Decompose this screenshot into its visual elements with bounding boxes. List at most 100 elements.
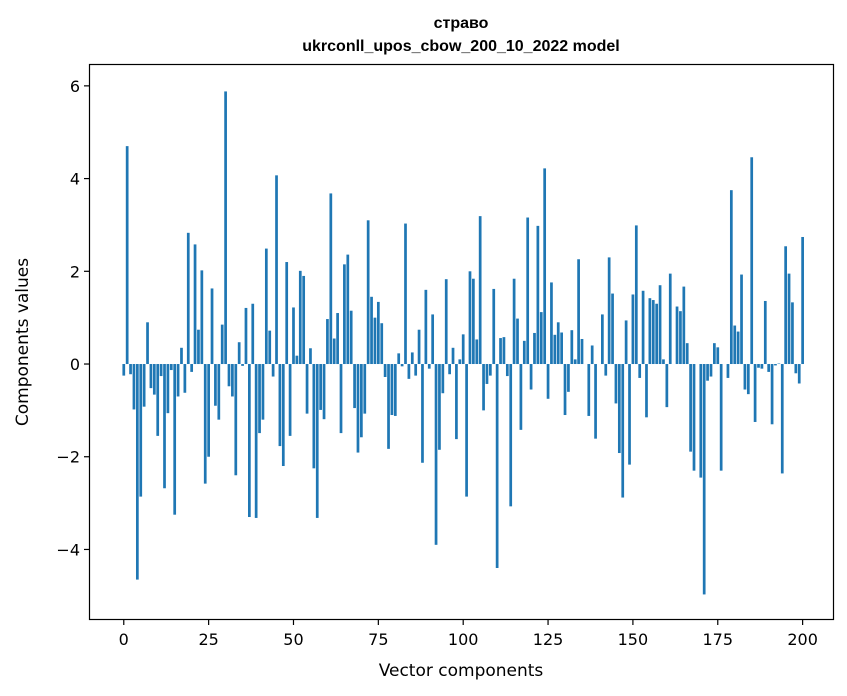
bar (601, 314, 604, 365)
x-axis-ticks: 0 25 50 75 100 125 150 175 200 (119, 619, 818, 649)
bar (244, 307, 248, 365)
bar (393, 364, 397, 416)
bar (577, 259, 580, 365)
y-tick-label: −2 (56, 448, 80, 467)
bar (692, 364, 696, 471)
bar (210, 288, 214, 365)
bar (227, 364, 231, 387)
bar (791, 302, 794, 365)
bar (193, 244, 197, 365)
bar (326, 319, 329, 365)
bar (580, 338, 584, 365)
bar (217, 364, 221, 420)
bar (638, 364, 642, 378)
bar (220, 324, 224, 365)
bar (281, 364, 285, 467)
bar (631, 294, 635, 365)
bar (363, 364, 367, 414)
bar (529, 364, 533, 390)
bar (780, 364, 784, 474)
bar (455, 364, 458, 440)
bar (567, 364, 570, 392)
bar (275, 175, 278, 365)
bar (322, 364, 326, 420)
y-tick-label: 2 (70, 262, 80, 281)
bar (339, 364, 343, 434)
bar (746, 364, 750, 395)
bar (241, 364, 244, 366)
bar (716, 347, 720, 365)
bar (149, 364, 153, 389)
bar (434, 364, 438, 545)
bar (129, 364, 132, 375)
bar (563, 364, 567, 416)
bar (332, 338, 336, 365)
bar (560, 332, 563, 365)
bar (658, 285, 662, 365)
bar (655, 303, 659, 365)
bar (370, 296, 373, 365)
y-tick-label: 4 (70, 170, 80, 189)
bar (512, 278, 516, 365)
bar (614, 364, 618, 404)
bar (251, 303, 255, 365)
bar (197, 329, 200, 365)
bar (645, 364, 648, 418)
x-tick-label: 150 (618, 630, 649, 649)
bar (224, 91, 227, 365)
bar (488, 364, 492, 376)
bar (590, 345, 594, 365)
bar (231, 364, 234, 397)
x-tick-label: 25 (198, 630, 218, 649)
bar (502, 337, 506, 365)
bar (264, 248, 268, 365)
bar (163, 364, 166, 489)
bar (387, 364, 390, 449)
chart-title-line-2: ukrconll_upos_cbow_200_10_2022 model (302, 38, 619, 55)
bar (336, 313, 339, 365)
bar (376, 301, 380, 365)
bar (546, 364, 550, 399)
bar (186, 232, 190, 365)
bar (472, 278, 475, 365)
bar (421, 364, 424, 463)
bar (258, 364, 261, 434)
bar (682, 286, 686, 365)
bar (343, 264, 346, 365)
bar (135, 364, 139, 580)
bar (611, 293, 614, 365)
bar (770, 364, 774, 425)
bar (349, 310, 353, 365)
bar (573, 359, 577, 365)
x-tick-label: 50 (283, 630, 303, 649)
bar (757, 364, 760, 368)
bar (628, 364, 631, 465)
bar (651, 300, 655, 365)
bar (156, 364, 160, 436)
bar (624, 320, 628, 365)
bar (743, 364, 747, 390)
bar (607, 257, 611, 365)
bar (543, 168, 547, 365)
bar (763, 300, 767, 365)
bar (271, 364, 275, 377)
bar (774, 364, 777, 366)
bar (180, 347, 183, 365)
bar (675, 306, 679, 365)
bar (539, 312, 543, 365)
bar (553, 334, 557, 365)
bar (261, 364, 265, 420)
bar (468, 271, 472, 365)
bar (200, 270, 204, 365)
bar (356, 364, 360, 453)
bar (315, 364, 319, 518)
bar (753, 364, 757, 422)
bar (373, 317, 377, 365)
bar (499, 338, 502, 365)
bar (526, 217, 530, 365)
bar (190, 364, 194, 372)
bar (404, 223, 407, 365)
bar (478, 216, 482, 365)
bar (709, 364, 713, 377)
